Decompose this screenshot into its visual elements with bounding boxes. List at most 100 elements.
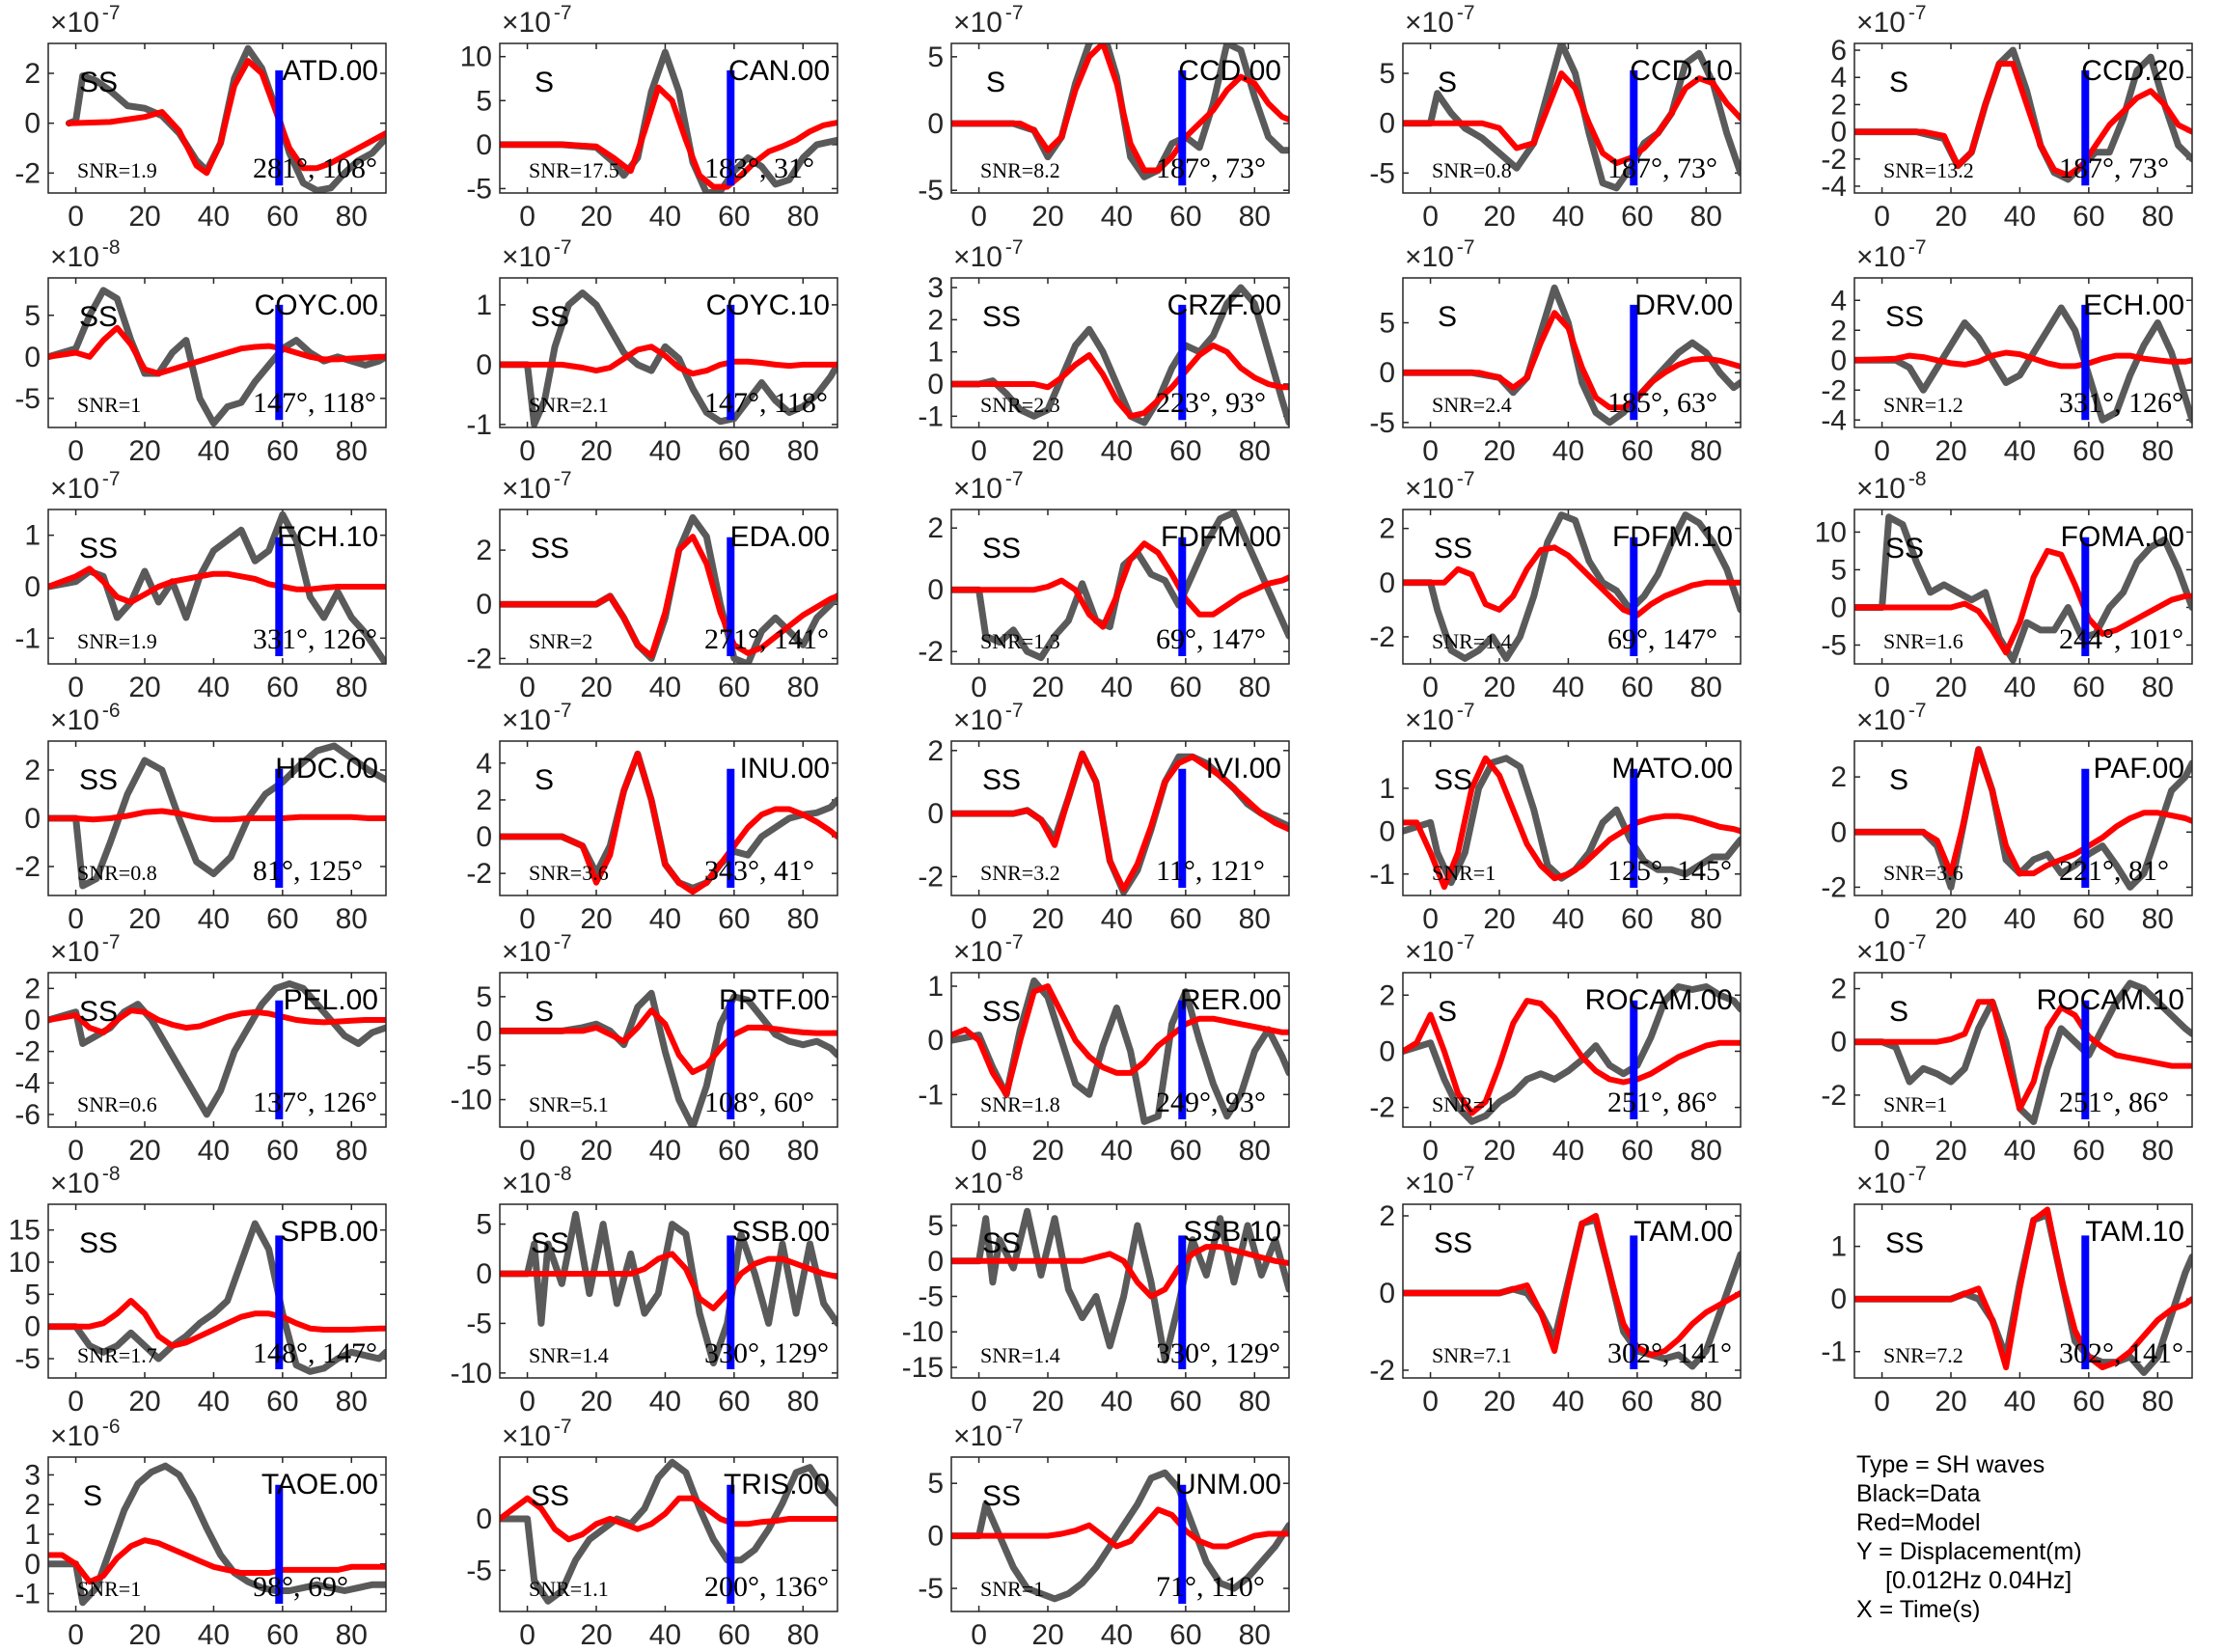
x-tick-label: 80 xyxy=(1690,672,1722,703)
y-tick-label: 0 xyxy=(476,1258,492,1290)
x-tick-label: 0 xyxy=(1422,1386,1439,1418)
exponent-power: -7 xyxy=(554,931,572,953)
y-tick-label: 1 xyxy=(24,520,41,552)
x-tick-label: 0 xyxy=(971,1386,987,1418)
x-tick-label: 0 xyxy=(519,1619,535,1651)
x-tick-label: 20 xyxy=(1031,1386,1063,1418)
azimuth-label: 271°, 141° xyxy=(704,623,829,655)
phase-label: SS xyxy=(1885,1227,1924,1259)
snr-label: SNR=7.2 xyxy=(1883,1343,1963,1367)
snr-label: SNR=1.8 xyxy=(980,1092,1060,1116)
x-tick-label: 40 xyxy=(1101,903,1133,935)
exponent-label: ×10 -7 xyxy=(502,1416,572,1452)
snr-label: SNR=5.1 xyxy=(529,1092,609,1116)
x-tick-label: 0 xyxy=(1874,201,1890,233)
model-trace xyxy=(1403,544,1741,619)
axes-box xyxy=(47,1456,387,1612)
phase-label: SS xyxy=(1885,301,1924,333)
exponent-power: -7 xyxy=(1908,931,1927,953)
station-label: TAOE.00 xyxy=(261,1469,378,1501)
x-tick-label: 40 xyxy=(649,1135,681,1167)
y-tick-label: 1 xyxy=(476,289,492,321)
y-tick-label: 0 xyxy=(476,1015,492,1047)
x-tick-label: 80 xyxy=(2142,201,2174,233)
y-tick-label: 2 xyxy=(24,973,41,1005)
x-tick-label: 80 xyxy=(1690,1386,1722,1418)
x-tick-label: 80 xyxy=(1690,435,1722,467)
y-tick-label: -1 xyxy=(14,1579,41,1611)
x-tick-label: 80 xyxy=(336,201,368,233)
snr-label: SNR=1.4 xyxy=(529,1343,609,1367)
x-tick-label: 40 xyxy=(1101,1386,1133,1418)
snr-label: SNR=1.9 xyxy=(77,629,157,653)
exponent-label: ×10 -8 xyxy=(502,1163,572,1199)
y-tick-label: -2 xyxy=(466,858,492,890)
x-tick-label: 80 xyxy=(787,201,819,233)
azimuth-label: 223°, 93° xyxy=(1156,387,1266,419)
panel-unm-00: 0 20 40 60 80 -5 0 5 ×10 -7 SS UNM.00 SNR=1 71°, 110° xyxy=(918,1416,1290,1651)
x-tick-label: 40 xyxy=(198,1386,230,1418)
model-trace xyxy=(500,344,837,377)
y-tick-label: -5 xyxy=(466,1308,492,1339)
x-tick-label: 60 xyxy=(1169,435,1201,467)
snr-label: SNR=1 xyxy=(1883,1092,1947,1116)
y-tick-label: 5 xyxy=(1379,58,1395,90)
x-tick-label: 80 xyxy=(1690,1135,1722,1167)
exponent-label: ×10 -7 xyxy=(1405,236,1475,273)
y-tick-label: 5 xyxy=(476,85,492,117)
y-tick-label: 1 xyxy=(1830,1231,1847,1263)
x-tick-label: 80 xyxy=(336,672,368,703)
x-tick-label: 20 xyxy=(1935,1135,1966,1167)
y-tick-label: 6 xyxy=(1830,35,1847,67)
x-tick-label: 40 xyxy=(2004,1386,2036,1418)
x-tick-label: 20 xyxy=(1031,1619,1063,1651)
phase-label: SS xyxy=(1434,1227,1472,1259)
data-trace xyxy=(500,289,837,427)
axes-box xyxy=(950,972,1290,1128)
phase-label: S xyxy=(1438,67,1457,98)
y-tick-label: -5 xyxy=(14,1343,41,1375)
x-tick-label: 60 xyxy=(266,672,298,703)
y-tick-label: 5 xyxy=(927,41,944,73)
panel-drv-00: 0 20 40 60 80 -5 0 5 ×10 -7 S DRV.00 SNR=2.4 185°, 63… xyxy=(1369,236,1742,467)
model-trace xyxy=(500,751,837,895)
x-tick-label: 0 xyxy=(68,903,84,935)
azimuth-label: 330°, 129° xyxy=(704,1337,829,1369)
axes-box xyxy=(950,1456,1290,1612)
azimuth-label: 183°, 31° xyxy=(704,152,814,184)
phase-label: SS xyxy=(79,533,118,564)
x-tick-label: 20 xyxy=(1483,201,1515,233)
y-tick-label: 2 xyxy=(927,304,944,336)
panel-eda-00: 0 20 40 60 80 -2 0 2 ×10 -7 SS EDA.00 SNR=2 271°, 141… xyxy=(466,468,838,703)
exponent-label: ×10 -7 xyxy=(1405,468,1475,505)
y-tick-label: 0 xyxy=(24,571,41,603)
axes-box xyxy=(950,509,1290,665)
x-tick-label: 80 xyxy=(787,672,819,703)
model-trace xyxy=(48,1007,386,1035)
y-tick-label: 0 xyxy=(24,108,41,140)
x-tick-label: 40 xyxy=(198,435,230,467)
exponent-label: ×10 -7 xyxy=(50,468,121,505)
x-tick-label: 40 xyxy=(2004,201,2036,233)
x-tick-label: 60 xyxy=(2072,435,2104,467)
panel-tam-00: 0 20 40 60 80 -2 0 2 ×10 -7 SS TAM.00 SNR=7.1 302°, 1… xyxy=(1369,1163,1742,1418)
model-trace xyxy=(1403,70,1741,166)
axes-box xyxy=(499,1203,838,1379)
exponent-power: -7 xyxy=(102,931,121,953)
y-tick-label: 0 xyxy=(1379,357,1395,389)
azimuth-label: 302°, 141° xyxy=(1607,1337,1732,1369)
exponent-power: -7 xyxy=(102,2,121,24)
model-trace xyxy=(951,343,1289,420)
data-trace xyxy=(48,510,386,664)
exponent-power: -7 xyxy=(1908,700,1927,722)
x-tick-label: 60 xyxy=(266,201,298,233)
y-tick-label: -1 xyxy=(1821,1336,1847,1368)
x-tick-label: 20 xyxy=(1935,672,1966,703)
y-tick-label: 5 xyxy=(24,1279,41,1310)
x-tick-label: 20 xyxy=(1483,672,1515,703)
phase-label: S xyxy=(986,67,1005,98)
snr-label: SNR=1.3 xyxy=(980,629,1060,653)
panel-ivi-00: 0 20 40 60 80 -2 0 2 ×10 -7 SS IVI.00 SNR=3.2 11°, 12… xyxy=(918,700,1290,935)
x-tick-label: 40 xyxy=(1101,1619,1133,1651)
x-tick-label: 20 xyxy=(1483,435,1515,467)
